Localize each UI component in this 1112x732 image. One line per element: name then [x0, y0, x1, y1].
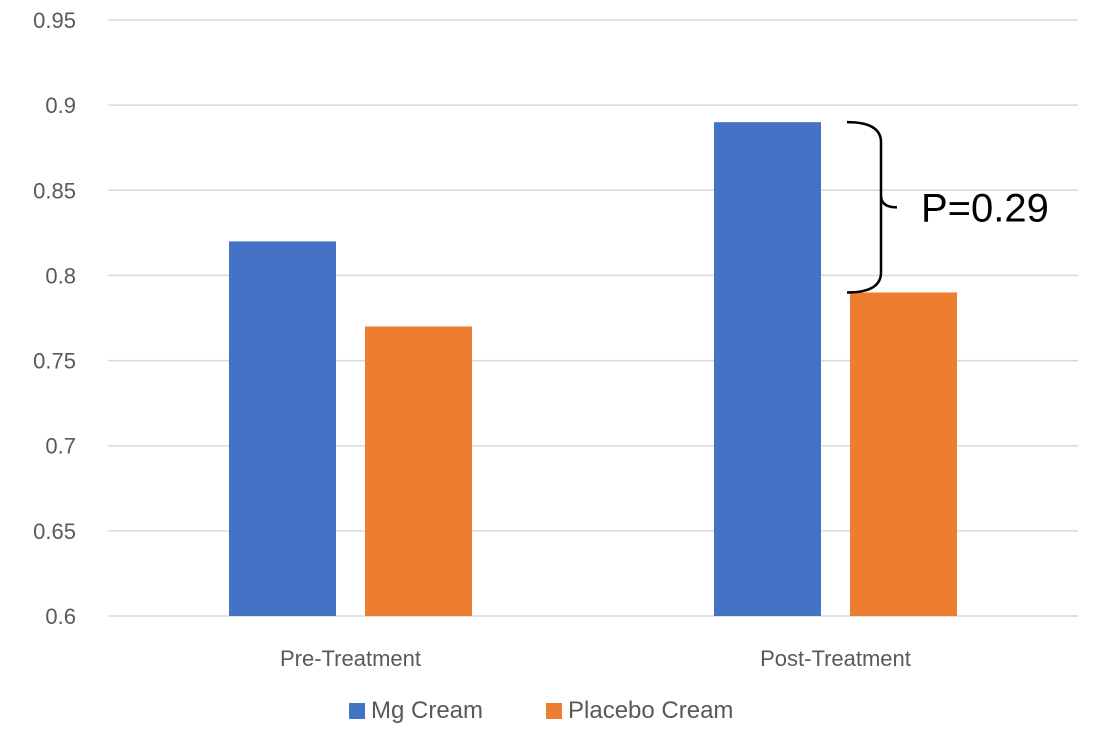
p-value-bracket [846, 120, 898, 294]
y-tick-label: 0.9 [45, 93, 76, 118]
legend: Mg Cream Placebo Cream [349, 697, 733, 724]
bar-placebo-cream [850, 292, 957, 616]
y-tick-label: 0.75 [33, 349, 76, 374]
bars [229, 122, 957, 617]
bar-mg-cream [714, 122, 821, 617]
legend-label: Mg Cream [371, 697, 483, 724]
x-axis-categories: Pre-Treatment Post-Treatment [280, 646, 911, 671]
x-category-label: Pre-Treatment [280, 646, 421, 671]
legend-swatch-placebo-cream [546, 703, 562, 719]
legend-swatch-mg-cream [349, 703, 365, 719]
y-tick-label: 0.7 [45, 434, 76, 459]
x-category-label: Post-Treatment [760, 646, 911, 671]
y-tick-label: 0.85 [33, 178, 76, 203]
p-value-label: P=0.29 [921, 186, 1049, 230]
annotations: P=0.29 [846, 120, 1049, 294]
legend-label: Placebo Cream [568, 697, 733, 724]
y-tick-label: 0.6 [45, 604, 76, 629]
bar-mg-cream [229, 241, 336, 616]
y-tick-label: 0.95 [33, 8, 76, 33]
bar-placebo-cream [365, 326, 472, 616]
y-tick-label: 0.8 [45, 263, 76, 288]
y-tick-label: 0.65 [33, 519, 76, 544]
y-axis-ticks: 0.6 0.65 0.7 0.75 0.8 0.85 0.9 0.95 [33, 8, 76, 629]
